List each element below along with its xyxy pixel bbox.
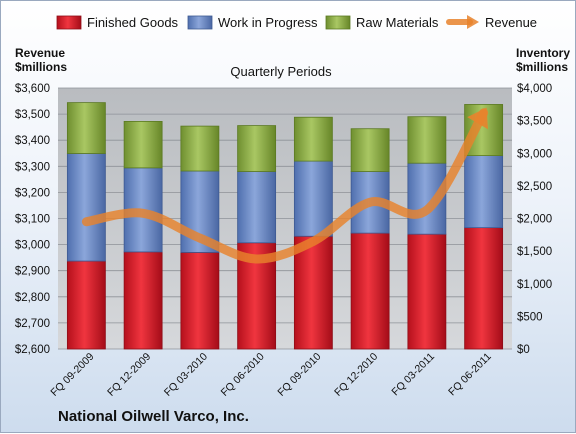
bar-raw-materials: [123, 121, 163, 169]
bar-work-in-progress: [407, 162, 447, 235]
right-tick-label: $1,000: [517, 279, 552, 291]
legend-swatch-work-in-progress: [187, 15, 213, 30]
bar-raw-materials: [180, 125, 220, 172]
category-label: FQ 09-2009: [48, 351, 96, 399]
right-tick-label: $3,500: [517, 116, 552, 128]
left-tick-label: $3,600: [15, 83, 50, 95]
legend-swatch-revenue: [446, 15, 479, 29]
bar-finished-goods: [407, 233, 447, 350]
category-label: FQ 06-2010: [219, 351, 267, 399]
bar-finished-goods: [293, 235, 333, 350]
legend-label-finished-goods: Finished Goods: [87, 15, 179, 30]
left-tick-label: $3,200: [15, 187, 50, 199]
revenue-arrowhead: [467, 107, 488, 130]
legend-swatch-finished-goods: [56, 15, 82, 30]
right-tick-label: $0: [517, 344, 530, 356]
category-labels: FQ 09-2009 FQ 12-2009 FQ 03-2010 FQ 06-2010…: [48, 351, 493, 399]
left-tick-label: $2,700: [15, 318, 50, 330]
bar-finished-goods: [464, 227, 504, 350]
left-axis-title-line1: Revenue: [15, 46, 65, 60]
bar-raw-materials: [66, 102, 106, 154]
right-axis-title-line1: Inventory: [516, 46, 570, 60]
category-label: FQ 06-2011: [446, 351, 494, 399]
left-tick-label: $3,300: [15, 161, 50, 173]
legend-label-work-in-progress: Work in Progress: [218, 15, 318, 30]
right-tick-label: $2,000: [517, 214, 552, 226]
left-tick-label: $3,000: [15, 240, 50, 252]
right-tick-label: $3,000: [517, 148, 552, 160]
left-axis-ticks: $2,600 $2,700 $2,800 $2,900 $3,000 $3,100 $3,2…: [15, 83, 50, 356]
right-tick-label: $500: [517, 311, 543, 323]
legend-label-raw-materials: Raw Materials: [356, 15, 439, 30]
bar-raw-materials: [293, 116, 333, 162]
left-tick-label: $2,900: [15, 266, 50, 278]
category-label: FQ 03-2010: [162, 351, 210, 399]
bars: [66, 102, 504, 350]
left-tick-label: $2,600: [15, 344, 50, 356]
right-tick-label: $2,500: [517, 181, 552, 193]
bar-work-in-progress: [237, 171, 277, 244]
bar-work-in-progress: [293, 160, 333, 237]
bar-work-in-progress: [66, 153, 106, 262]
right-axis-title-line2: $millions: [516, 60, 568, 74]
bar-raw-materials: [237, 125, 277, 172]
category-label: FQ 03-2011: [389, 351, 437, 399]
right-axis-ticks: $0 $500 $1,000 $1,500 $2,000 $2,500 $3,000 $3,5…: [517, 83, 552, 356]
right-tick-label: $1,500: [517, 246, 552, 258]
category-label: FQ 12-2010: [332, 351, 380, 399]
revenue-line: [81, 108, 489, 264]
chart-subtitle: Quarterly Periods: [230, 64, 332, 79]
bar-finished-goods: [123, 251, 163, 350]
left-axis-title-line2: $millions: [15, 60, 67, 74]
left-tick-label: $3,400: [15, 135, 50, 147]
bar-finished-goods: [350, 232, 390, 350]
bar-raw-materials: [350, 128, 390, 172]
legend: Finished Goods Work in Progress Raw Mate…: [56, 15, 537, 30]
legend-label-revenue: Revenue: [485, 15, 537, 30]
legend-swatch-raw-materials: [325, 15, 351, 30]
left-tick-label: $3,500: [15, 109, 50, 121]
bar-raw-materials: [407, 116, 447, 164]
bar-finished-goods: [180, 252, 220, 350]
revenue-line-group: [81, 107, 489, 264]
left-tick-label: $2,800: [15, 292, 50, 304]
company-name: National Oilwell Varco, Inc.: [58, 408, 249, 425]
bar-finished-goods: [66, 260, 106, 350]
left-tick-label: $3,100: [15, 214, 50, 226]
category-label: FQ 12-2009: [105, 351, 153, 399]
right-tick-label: $4,000: [517, 83, 552, 95]
category-label: FQ 09-2010: [275, 351, 323, 399]
bar-work-in-progress: [464, 155, 504, 229]
